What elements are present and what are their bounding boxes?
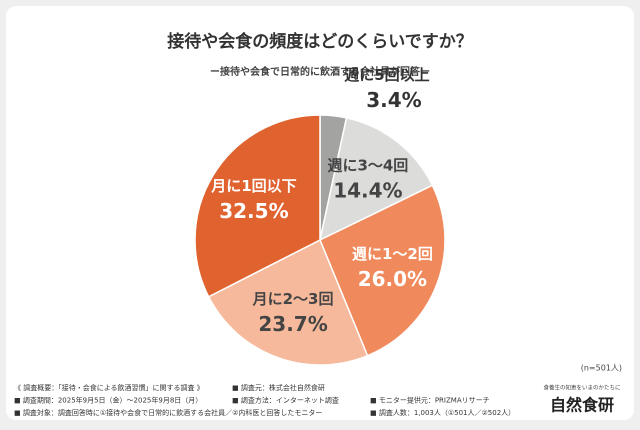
slice-label: 月に2～3回 [252, 290, 334, 308]
value-label: 26.0% [358, 267, 427, 291]
chart-subtitle: ー接待や会食で日常的に飲酒する会社員が回答ー [210, 65, 430, 78]
sample-note: (n=501人) [581, 364, 622, 373]
note-line: ■ 調査方法：インターネット調査 [232, 396, 339, 405]
value-label: 32.5% [219, 199, 288, 223]
slice-label: 週に5回以上 [344, 66, 429, 84]
pie-slice [207, 238, 369, 366]
value-label: 3.4% [366, 88, 421, 112]
logo-tagline: 食養生の知恵をいまのかたちに [543, 384, 620, 392]
value-label: 14.4% [333, 179, 402, 203]
pie-slice [194, 114, 321, 298]
value-label: 23.7% [258, 312, 327, 336]
note-line: ■ 調査対象：調査回答時に①接待や会食で日常的に飲酒する会社員／②内科医と回答し… [14, 408, 322, 417]
note-line: 《 調査概要：「接待・会食による飲酒習慣」に関する調査 》 [14, 383, 204, 392]
note-line: ■ 調査元：株式会社自然食研 [232, 383, 325, 392]
slice-label: 週に3～4回 [327, 157, 408, 175]
slice-label: 週に1～2回 [352, 245, 433, 263]
slice-label: 月に1回以下 [210, 177, 296, 195]
note-line: ■ 調査期間：2025年9月5日（金）～2025年9月8日（月） [14, 396, 202, 405]
pie-slice [318, 116, 434, 242]
chart-title: 接待や会食の頻度はどのくらいですか？ [167, 31, 473, 52]
logo: 自然食研 [550, 396, 614, 415]
survey-notes: 《 調査概要：「接待・会食による飲酒習慣」に関する調査 》 ■ 調査元：株式会社自… [14, 383, 515, 417]
pie-slice [319, 184, 446, 357]
note-line: ■ 調査人数：1,003人（①501人／②502人） [370, 408, 515, 417]
note-line: ■ モニター提供元：PRIZMAリサーチ [370, 396, 490, 405]
